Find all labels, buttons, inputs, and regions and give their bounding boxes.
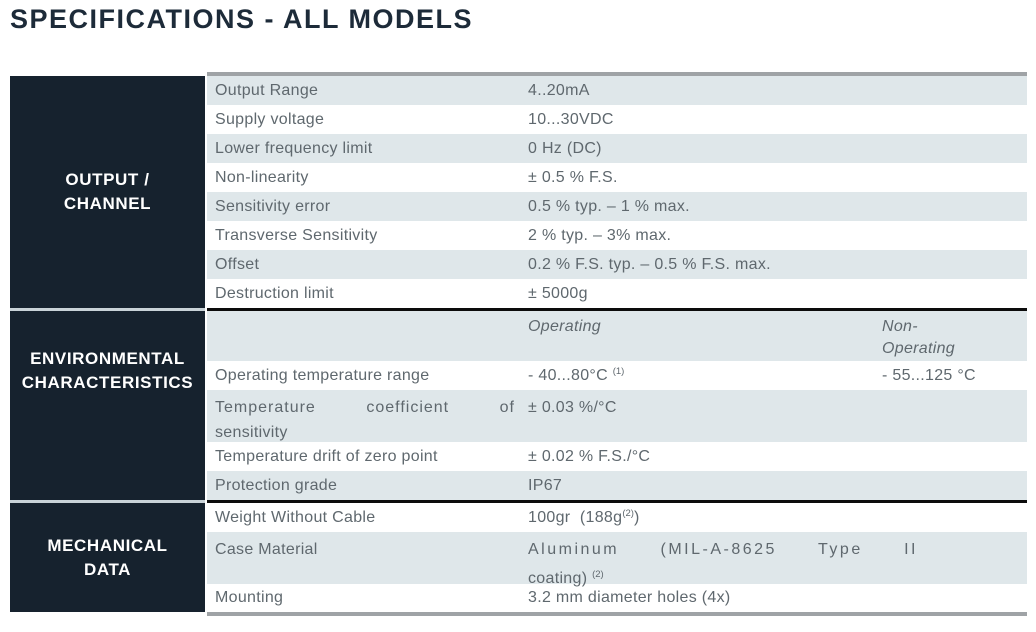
section-divider xyxy=(207,500,1027,503)
spec-label: Transverse Sensitivity xyxy=(215,226,378,244)
spec-value-text: - 40...80°C xyxy=(528,367,613,384)
spec-row: Protection grade IP67 xyxy=(207,471,1027,500)
col-header-operating: Operating xyxy=(528,318,601,335)
spec-label: Sensitivity error xyxy=(215,197,331,215)
section-header-line: OUTPUT / xyxy=(65,170,150,189)
section-gap xyxy=(10,500,205,503)
spec-value: 0 Hz (DC) xyxy=(528,139,602,157)
section-header-output-channel: OUTPUT / CHANNEL xyxy=(10,76,205,308)
spec-value: Aluminum (MIL-A-8625 Type II coating) (2… xyxy=(528,532,1027,591)
section-header-line: ENVIRONMENTAL xyxy=(30,349,185,368)
spec-rows: Output Range 4..20mA Supply voltage 10..… xyxy=(207,72,1027,616)
spec-value-non-operating: - 55...125 °C xyxy=(882,366,976,384)
spec-value: 10...30VDC xyxy=(528,110,614,128)
section-header-environmental-characteristics: ENVIRONMENTAL CHARACTERISTICS xyxy=(10,311,205,500)
spec-value: ± 5000g xyxy=(528,284,588,302)
spec-label-line: Temperature coefficient of xyxy=(215,399,515,416)
spec-value: 3.2 mm diameter holes (4x) xyxy=(528,589,731,606)
spec-value: ± 0.02 % F.S./°C xyxy=(528,447,651,465)
section-header-line: MECHANICAL xyxy=(47,535,168,555)
section-header-line: CHANNEL xyxy=(63,194,152,213)
col-header-non-operating-text: Non-Operating xyxy=(882,318,955,357)
spec-column-header-row: Operating Non-Operating xyxy=(207,311,1027,361)
spec-row: Lower frequency limit 0 Hz (DC) xyxy=(207,134,1027,163)
section-gap xyxy=(10,308,205,311)
spec-value: - 40...80°C (1) xyxy=(528,366,882,385)
spec-row: Supply voltage 10...30VDC xyxy=(207,105,1027,134)
spec-value: IP67 xyxy=(528,476,563,494)
spec-label: Output Range xyxy=(215,81,319,99)
spec-value: 100gr (188g(2)) xyxy=(528,508,1027,527)
spec-label: Temperature coefficient of sensitivity xyxy=(207,390,528,445)
spec-value-text: 100gr (188g xyxy=(528,509,623,526)
spec-row: Mounting 3.2 mm diameter holes (4x) xyxy=(207,584,1027,612)
spec-value: 2 % typ. – 3% max. xyxy=(528,226,672,244)
spec-label: Temperature drift of zero point xyxy=(215,447,438,465)
spec-label-empty xyxy=(207,311,528,316)
spec-row: Temperature drift of zero point ± 0.02 %… xyxy=(207,442,1027,471)
spec-label-line: sensitivity xyxy=(215,424,288,441)
section-header-line: CHARACTERISTICS xyxy=(21,373,194,392)
section-header-column: OUTPUT / CHANNEL ENVIRONMENTAL CHARACTER… xyxy=(10,72,205,612)
spec-row: Case Material Aluminum (MIL-A-8625 Type … xyxy=(207,532,1027,587)
spec-label: Lower frequency limit xyxy=(215,139,373,157)
spec-label: Offset xyxy=(215,255,260,273)
section-header-line: DATA xyxy=(83,559,132,579)
spec-value-line: coating) (2) xyxy=(528,562,1027,591)
spec-value: ± 0.03 %/°C xyxy=(528,399,617,416)
spec-value: ± 0.5 % F.S. xyxy=(528,168,618,186)
specifications-table: OUTPUT / CHANNEL ENVIRONMENTAL CHARACTER… xyxy=(10,72,1027,616)
page-title: SPECIFICATIONS - ALL MODELS xyxy=(10,4,474,34)
footnote-marker: (2) xyxy=(622,508,634,519)
spec-row: Sensitivity error 0.5 % typ. – 1 % max. xyxy=(207,192,1027,221)
spec-value: 4..20mA xyxy=(528,81,590,99)
footnote-marker: (2) xyxy=(592,569,604,580)
spec-label: Protection grade xyxy=(215,476,338,494)
spec-value-text: coating) xyxy=(528,570,593,587)
spec-label: Destruction limit xyxy=(215,284,334,302)
spec-label: Supply voltage xyxy=(215,110,325,128)
footnote-marker: (1) xyxy=(612,366,625,377)
spec-row: Temperature coefficient of sensitivity ±… xyxy=(207,390,1027,442)
spec-label: Operating temperature range xyxy=(215,366,430,384)
spec-row: Destruction limit ± 5000g xyxy=(207,279,1027,308)
section-header-mechanical-data: MECHANICAL DATA xyxy=(10,503,205,612)
spec-row: Offset 0.2 % F.S. typ. – 0.5 % F.S. max. xyxy=(207,250,1027,279)
spec-row: Output Range 4..20mA xyxy=(207,76,1027,105)
spec-value-text: ) xyxy=(633,509,640,526)
spec-row: Non-linearity ± 0.5 % F.S. xyxy=(207,163,1027,192)
spec-value-line: Aluminum (MIL-A-8625 Type II xyxy=(528,541,918,558)
spec-row: Weight Without Cable 100gr (188g(2)) xyxy=(207,503,1027,532)
spec-label: Mounting xyxy=(215,589,284,606)
spec-value: 0.2 % F.S. typ. – 0.5 % F.S. max. xyxy=(528,255,771,273)
spec-row: Transverse Sensitivity 2 % typ. – 3% max… xyxy=(207,221,1027,250)
spec-label: Weight Without Cable xyxy=(215,508,376,526)
spec-value: 0.5 % typ. – 1 % max. xyxy=(528,197,690,215)
spec-label: Non-linearity xyxy=(215,168,309,186)
section-divider xyxy=(207,308,1027,311)
spec-label: Case Material xyxy=(215,541,318,558)
spec-row: Operating temperature range - 40...80°C … xyxy=(207,361,1027,390)
col-header-non-operating: Non-Operating xyxy=(882,311,1027,360)
